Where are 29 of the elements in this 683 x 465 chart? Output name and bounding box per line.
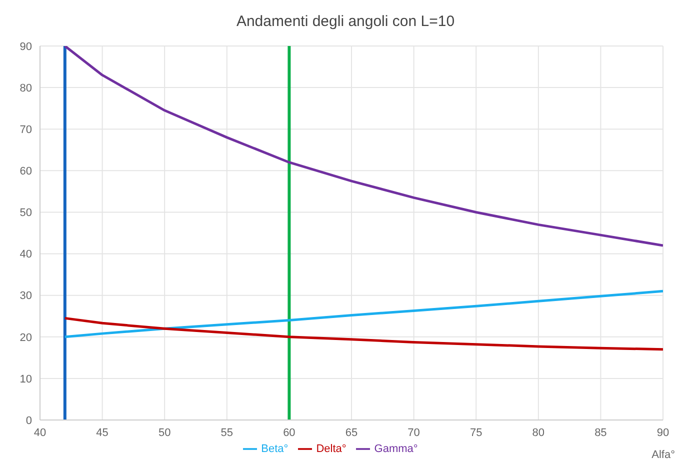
y-tick-label: 80	[20, 82, 32, 94]
x-tick-label: 75	[470, 426, 482, 439]
x-tick-label: 40	[34, 426, 46, 439]
x-axis-title: Alfa°	[652, 449, 675, 461]
y-tick-label: 30	[20, 290, 32, 302]
legend-label: Gamma°	[374, 442, 418, 455]
chart-title: Andamenti degli angoli con L=10	[235, 12, 456, 32]
x-tick-label: 70	[408, 426, 420, 439]
line-series	[64, 316, 663, 351]
line-series	[64, 290, 663, 338]
x-tick-label: 85	[594, 426, 607, 439]
y-tick-label: 60	[20, 166, 32, 178]
x-tick-label: 65	[345, 426, 358, 439]
legend-label: Delta°	[316, 442, 346, 455]
legend-label: Beta°	[261, 442, 288, 455]
y-tick-label: 70	[20, 124, 32, 136]
y-tick-label: 0	[26, 414, 32, 427]
x-tick-label: 45	[96, 426, 108, 439]
y-tick-label: 20	[20, 332, 32, 344]
y-tick-label: 40	[20, 248, 32, 261]
y-tick-label: 50	[20, 207, 32, 220]
x-tick-label: 60	[283, 426, 296, 439]
y-tick-label: 90	[20, 40, 32, 53]
line-series	[64, 46, 663, 247]
x-tick-label: 50	[158, 426, 171, 439]
x-tick-label: 80	[532, 426, 545, 439]
x-tick-label: 55	[220, 426, 234, 439]
x-tick-label: 90	[656, 426, 670, 439]
y-tick-label: 10	[20, 373, 32, 386]
